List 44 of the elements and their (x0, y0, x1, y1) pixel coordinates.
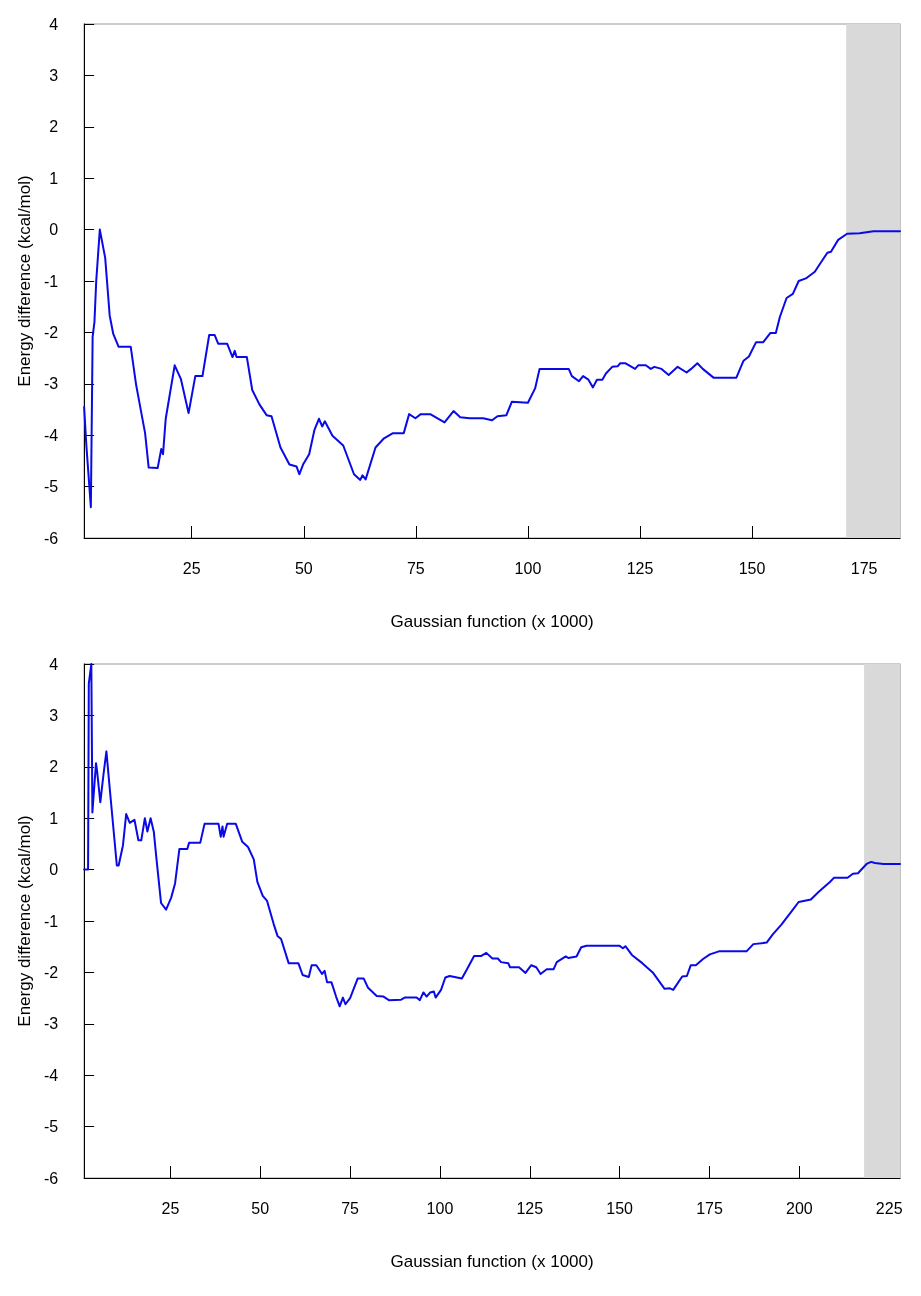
x-tick-label: 225 (875, 1199, 903, 1217)
x-tick-label: 200 (786, 1199, 813, 1217)
y-tick-label: 2 (49, 118, 59, 136)
x-axis-title: Gaussian function (x 1000) (390, 1252, 594, 1271)
x-tick-label: 175 (696, 1199, 723, 1217)
x-tick-label: 150 (738, 559, 766, 577)
y-tick-label: 1 (49, 169, 59, 187)
y-tick-label: -6 (43, 529, 59, 547)
x-tick-label: 100 (514, 559, 542, 577)
x-axis-title: Gaussian function (x 1000) (390, 612, 594, 631)
y-tick-label: -6 (43, 1169, 59, 1187)
x-tick-label: 25 (182, 559, 201, 577)
y-axis-title: Energy difference (kcal/mol) (15, 815, 34, 1027)
y-tick-label: 3 (49, 706, 59, 724)
y-tick-label: 4 (49, 15, 59, 33)
y-tick-label: -1 (43, 272, 59, 290)
x-tick-label: 75 (341, 1199, 360, 1217)
y-tick-label: 4 (49, 655, 59, 673)
x-tick-label: 25 (161, 1199, 180, 1217)
x-tick-label: 50 (294, 559, 313, 577)
y-tick-label: -5 (43, 478, 59, 496)
x-tick-label: 75 (406, 559, 425, 577)
x-tick-label: 175 (850, 559, 878, 577)
line-series (83, 228, 901, 509)
y-tick-label: 0 (49, 861, 59, 879)
x-tick-label: 150 (606, 1199, 634, 1217)
y-tick-label: -4 (43, 1066, 59, 1084)
y-tick-label: 0 (49, 221, 59, 239)
y-tick-label: 3 (49, 66, 59, 84)
y-tick-label: -1 (43, 912, 59, 930)
y-tick-label: -3 (43, 1015, 59, 1033)
y-tick-label: -4 (43, 426, 59, 444)
y-tick-label: 1 (49, 809, 59, 827)
x-tick-label: 125 (626, 559, 654, 577)
x-tick-label: 50 (251, 1199, 270, 1217)
y-tick-label: -5 (43, 1118, 59, 1136)
x-tick-label: 100 (426, 1199, 454, 1217)
y-tick-label: -2 (43, 323, 59, 341)
y-axis-title: Energy difference (kcal/mol) (15, 175, 34, 387)
y-tick-label: -3 (43, 375, 59, 393)
y-tick-label: 2 (49, 758, 59, 776)
x-tick-label: 125 (516, 1199, 544, 1217)
line-series (83, 663, 901, 1008)
y-tick-label: -2 (43, 963, 59, 981)
